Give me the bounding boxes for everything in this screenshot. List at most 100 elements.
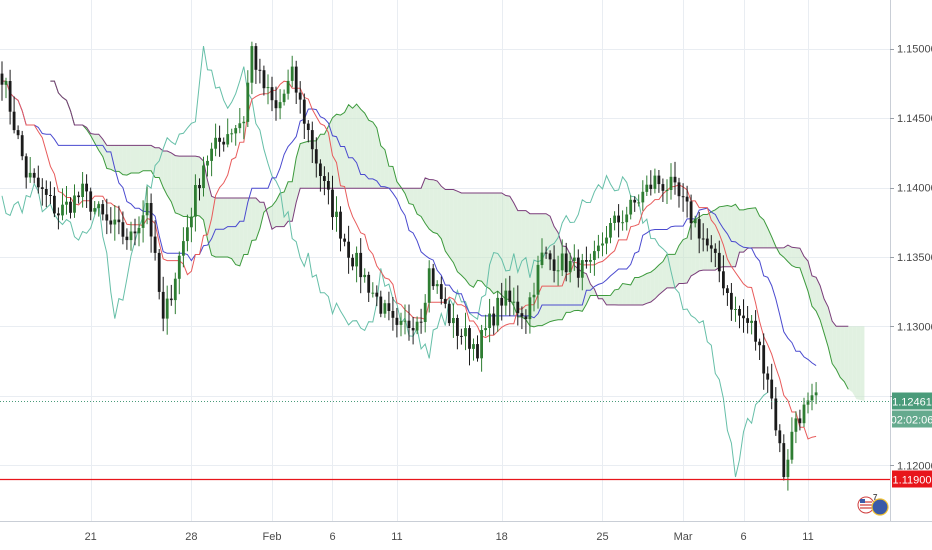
cloud-segment: [276, 193, 281, 227]
candle-body: [278, 102, 282, 109]
candle-body: [556, 270, 560, 272]
candle-body: [214, 137, 217, 149]
cloud-segment: [324, 126, 329, 189]
candle-body: [343, 238, 346, 242]
cloud-segment: [703, 214, 708, 271]
candle-body: [190, 216, 193, 228]
candle-body: [685, 196, 689, 202]
cloud-segment: [707, 211, 712, 271]
candle-body: [157, 252, 161, 292]
candle-body: [49, 195, 52, 196]
cloud-segment: [711, 209, 716, 271]
candle-body: [665, 190, 669, 191]
cloud-segment: [469, 193, 474, 288]
current-price-label: 1.12461: [892, 397, 932, 409]
candle-body: [230, 133, 234, 135]
candle-body: [254, 46, 258, 70]
cloud-segment: [820, 285, 825, 334]
cloud-segment: [489, 193, 494, 294]
cloud-segment: [630, 277, 635, 305]
cloud-segment: [368, 120, 373, 189]
x-axis[interactable]: 21 28 Feb 6 11 18 25 Mar 6 11: [85, 531, 814, 543]
event-badge[interactable]: 7: [857, 493, 889, 516]
cloud-segment: [247, 198, 252, 255]
candle-body: [782, 443, 786, 477]
x-tick-label: Feb: [263, 531, 282, 543]
candle-body: [758, 341, 761, 346]
cloud-segment: [675, 245, 680, 288]
cloud-segment: [799, 248, 804, 280]
cloud-segment: [670, 254, 676, 288]
candle-body: [673, 176, 677, 183]
cloud-segment: [485, 193, 490, 289]
cloud-segment: [658, 261, 663, 295]
cloud-segment: [147, 145, 152, 171]
candle-body: [794, 418, 798, 432]
x-tick-label: 11: [391, 531, 402, 543]
candle-body: [359, 252, 363, 278]
candle-body: [206, 160, 209, 166]
candle-body: [443, 298, 447, 304]
candle-body: [407, 320, 411, 328]
price-lines: [0, 401, 890, 481]
cloud-segment: [251, 198, 256, 241]
cloud-segment: [501, 193, 506, 300]
cloud-segment: [122, 145, 127, 176]
cloud-segment: [143, 145, 148, 171]
cloud-segment: [445, 189, 450, 257]
cloud-segment: [114, 145, 119, 172]
candle-body: [802, 404, 806, 424]
candle-body: [722, 271, 725, 289]
candle-body: [69, 201, 72, 213]
candle-body: [508, 290, 512, 302]
candle-body: [435, 284, 439, 287]
cloud-segment: [429, 179, 434, 233]
candle-body: [476, 344, 479, 359]
x-tick-label: 25: [596, 531, 608, 543]
cloud-segment: [409, 188, 414, 205]
cloud-segment: [755, 207, 760, 248]
cloud-segment: [356, 104, 361, 189]
cloud-segment: [413, 188, 418, 215]
cloud-segment: [691, 219, 696, 276]
candle-body: [560, 253, 564, 271]
cloud-segment: [449, 189, 454, 263]
candle-body: [391, 311, 395, 318]
cloud-segment: [610, 289, 615, 305]
candle-body: [57, 213, 60, 216]
candle-body: [572, 257, 576, 261]
candle-body: [266, 87, 270, 89]
candle-body: [717, 252, 721, 272]
cloud-segment: [94, 134, 99, 151]
cloud-segment: [421, 177, 426, 224]
candle-body: [713, 248, 717, 253]
cloud-segment: [372, 121, 377, 189]
cloud-segment: [683, 237, 688, 284]
candle-body: [113, 219, 117, 225]
cloud-segment: [227, 198, 232, 259]
y-tick-label: 1.14500: [897, 113, 932, 125]
cloud-segment: [332, 114, 337, 189]
y-tick-label: 1.13000: [897, 322, 932, 334]
cloud-segment: [364, 113, 369, 189]
candle-body: [589, 260, 592, 262]
cloud-segment: [739, 209, 744, 253]
cloud-segment: [433, 179, 438, 234]
cloud-segment: [171, 152, 176, 213]
candle-body: [452, 318, 455, 324]
candle-body: [16, 130, 20, 136]
candle-body: [109, 220, 113, 225]
candle-body: [625, 214, 629, 223]
candle-body: [351, 257, 354, 267]
candle-body: [536, 264, 540, 295]
candle-body: [806, 400, 810, 405]
cloud-segment: [743, 208, 748, 253]
y-tick-label: 1.14000: [897, 183, 932, 195]
cloud-segment: [654, 265, 659, 299]
candle-body: [798, 418, 802, 424]
candle-body: [500, 297, 504, 306]
flag-icon-2[interactable]: [871, 498, 889, 516]
candle-body: [125, 236, 129, 241]
candle-body: [363, 274, 367, 278]
